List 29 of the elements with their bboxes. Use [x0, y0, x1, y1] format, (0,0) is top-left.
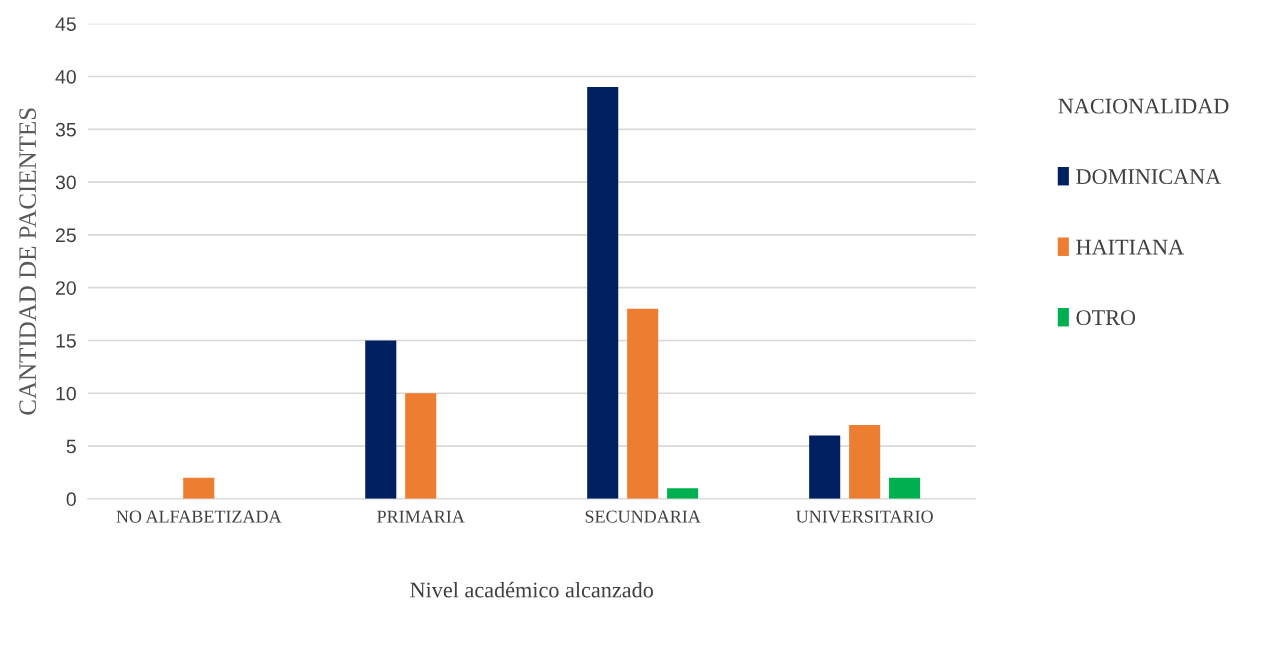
- x-tick-label: PRIMARIA: [377, 510, 465, 523]
- bar: [889, 477, 921, 499]
- y-axis-title: CANTIDAD DE PACIENTES: [19, 108, 37, 415]
- y-tick-label: 0: [66, 492, 76, 507]
- y-tick-label: 5: [66, 439, 76, 454]
- legend-label: HAITIANA: [1076, 239, 1184, 255]
- bar: [667, 488, 699, 499]
- x-tick-label: SECUNDARIA: [585, 510, 701, 523]
- bar: [587, 87, 619, 499]
- x-tick-label: UNIVERSITARIO: [796, 510, 933, 523]
- y-tick-label: 30: [55, 175, 76, 190]
- y-tick-label: 35: [55, 122, 76, 137]
- x-axis-title: Nivel académico alcanzado: [410, 581, 653, 598]
- y-tick-label: 10: [56, 386, 76, 401]
- bar: [809, 435, 841, 499]
- y-tick-label: 20: [56, 281, 76, 295]
- legend-label: OTRO: [1076, 310, 1136, 326]
- legend-title: NACIONALIDAD: [1058, 98, 1229, 114]
- bar: [405, 393, 437, 499]
- y-tick-label: 45: [55, 17, 76, 31]
- bar: [183, 477, 215, 499]
- bar: [365, 340, 397, 499]
- y-tick-label: 40: [55, 69, 76, 84]
- legend-label: DOMINICANA: [1076, 169, 1222, 185]
- bar: [849, 424, 881, 499]
- y-tick-label: 25: [56, 228, 76, 243]
- y-tick-label: 15: [56, 334, 76, 348]
- x-tick-label: NO ALFABETIZADA: [116, 510, 282, 523]
- bar: [627, 308, 659, 499]
